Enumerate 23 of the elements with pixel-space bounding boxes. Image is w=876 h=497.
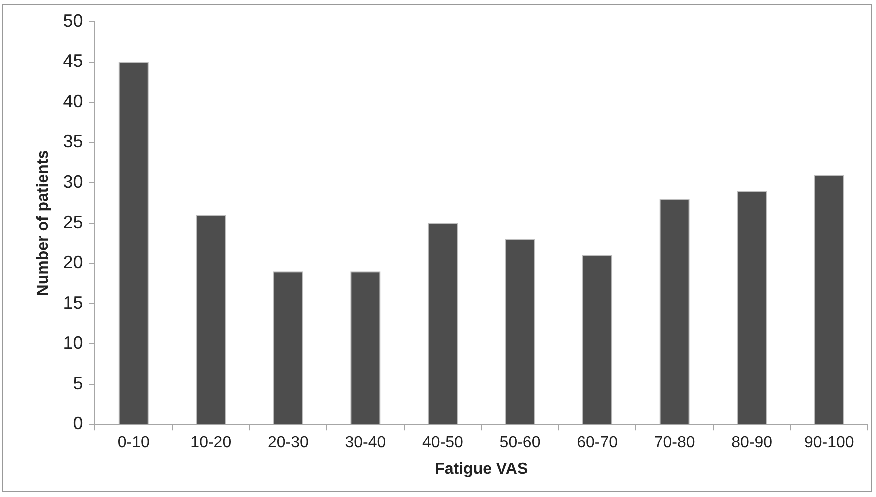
x-tick-label: 0-10: [118, 434, 150, 452]
y-tick-label: 40: [63, 91, 84, 112]
x-tick-label: 90-100: [804, 434, 854, 452]
x-tick-label: 30-40: [345, 434, 386, 452]
y-tick-label: 10: [63, 333, 84, 354]
y-tick-label: 25: [63, 212, 84, 232]
x-tick-label: 80-90: [732, 434, 773, 452]
x-tick-label: 20-30: [268, 434, 309, 452]
y-tick-label: 15: [63, 292, 84, 313]
y-tick-label: 30: [63, 172, 84, 192]
y-tick-label: 50: [63, 10, 84, 31]
y-axis-title: Number of patients: [35, 150, 52, 296]
y-tick-label: 0: [73, 414, 84, 434]
x-tick-label: 10-20: [190, 434, 232, 452]
x-axis-title: Fatigue VAS: [435, 460, 528, 478]
y-tick-label: 35: [63, 132, 84, 152]
y-tick-label: 20: [63, 252, 84, 273]
y-tick-label: 45: [63, 51, 84, 72]
x-tick-label: 60-70: [577, 434, 618, 452]
y-tick-label: 5: [73, 373, 84, 394]
x-tick-label: 70-80: [654, 434, 696, 452]
x-tick-label: 50-60: [500, 434, 541, 452]
x-tick-label: 40-50: [422, 434, 464, 452]
